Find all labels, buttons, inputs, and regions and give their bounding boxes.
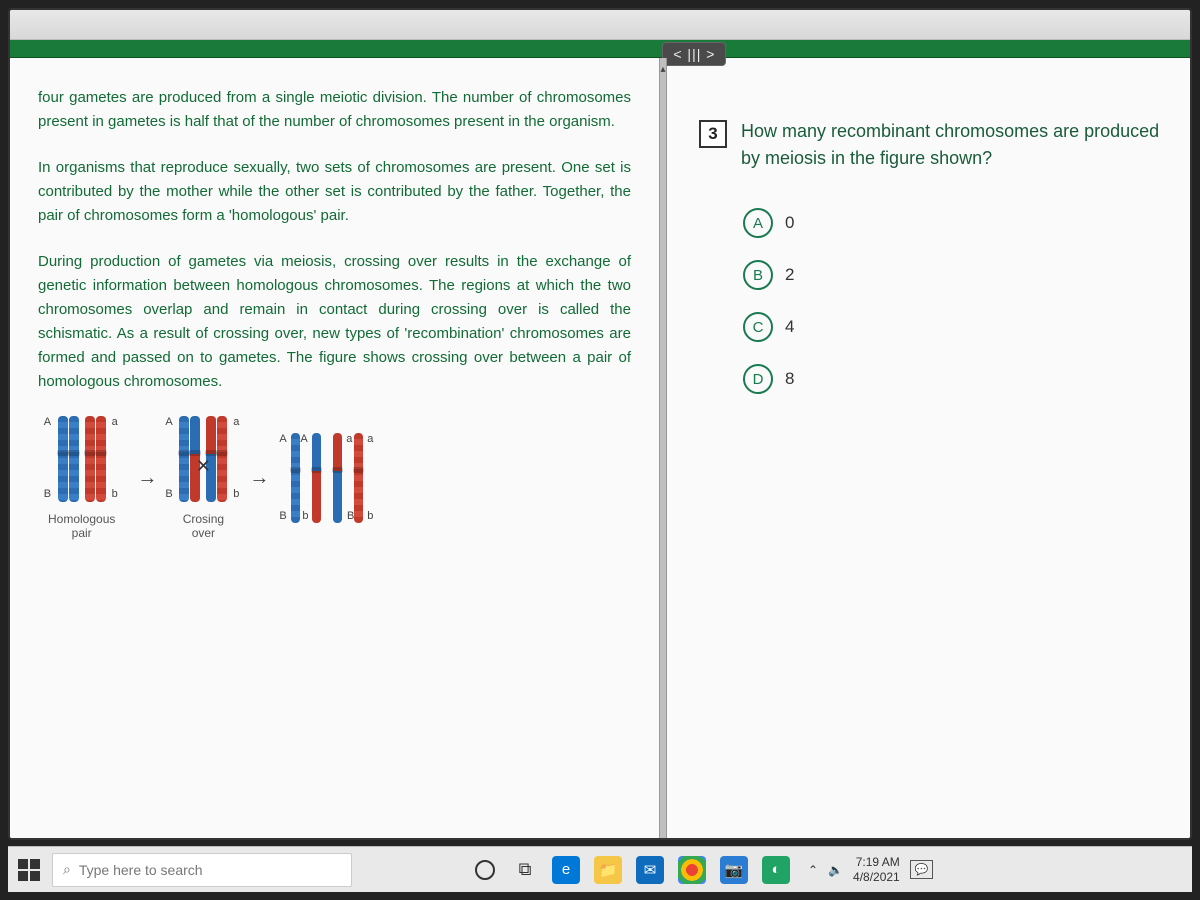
search-icon: ⌕: [63, 861, 71, 878]
app-icon[interactable]: ◐: [762, 856, 790, 884]
figure-stage-homologous: A B a b Homologouspair: [48, 416, 115, 541]
allele-label: A: [300, 431, 307, 449]
question-number-badge: 3: [699, 120, 727, 148]
file-explorer-icon[interactable]: 📁: [594, 856, 622, 884]
allele-label: B: [279, 508, 286, 526]
allele-label: a: [346, 431, 352, 449]
answer-option-b[interactable]: B 2: [743, 260, 1166, 290]
clock-time: 7:19 AM: [853, 855, 900, 869]
allele-label: a: [233, 414, 239, 432]
passage-paragraph: four gametes are produced from a single …: [38, 86, 631, 134]
tray-chevron-icon[interactable]: ⌃: [808, 863, 818, 877]
divider-arrow-icon: ▴: [660, 64, 665, 75]
pane-divider[interactable]: ▴: [659, 58, 667, 838]
passage-pane: four gametes are produced from a single …: [10, 58, 659, 838]
option-value: 8: [785, 369, 794, 389]
answer-options: A 0 B 2 C 4 D 8: [743, 208, 1166, 394]
answer-option-c[interactable]: C 4: [743, 312, 1166, 342]
option-value: 0: [785, 213, 794, 233]
option-value: 2: [785, 265, 794, 285]
option-letter: D: [743, 364, 773, 394]
figure-stage-crossing: A B a b ✕ Crosingover: [179, 416, 227, 541]
allele-label: a: [112, 414, 118, 432]
edge-icon[interactable]: e: [552, 856, 580, 884]
figure-stage-products: A B A b a B: [291, 433, 363, 523]
search-placeholder: Type here to search: [79, 862, 203, 878]
arrow-right-icon: →: [249, 462, 269, 494]
question-text: How many recombinant chromosomes are pro…: [741, 118, 1166, 172]
option-letter: C: [743, 312, 773, 342]
option-letter: A: [743, 208, 773, 238]
start-button[interactable]: [14, 855, 44, 885]
taskbar-search[interactable]: ⌕ Type here to search: [52, 853, 352, 887]
answer-option-a[interactable]: A 0: [743, 208, 1166, 238]
slide-nav-chip[interactable]: < ||| >: [662, 42, 726, 66]
arrow-right-icon: →: [137, 462, 157, 494]
allele-label: B: [44, 486, 51, 504]
allele-label: b: [367, 508, 373, 526]
allele-label: b: [233, 486, 239, 504]
task-view-icon[interactable]: ⧉: [512, 857, 538, 883]
allele-label: B: [165, 486, 172, 504]
passage-paragraph: During production of gametes via meiosis…: [38, 250, 631, 394]
window-titlebar: [10, 10, 1190, 40]
allele-label: A: [279, 431, 286, 449]
volume-icon[interactable]: 🔈: [828, 863, 843, 877]
windows-taskbar: ⌕ Type here to search ⧉ e 📁 ✉ 📷 ◐ ⌃ 🔈 7:…: [8, 846, 1192, 892]
option-value: 4: [785, 317, 794, 337]
camera-icon[interactable]: 📷: [720, 856, 748, 884]
allele-label: a: [367, 431, 373, 449]
question-pane: 3 How many recombinant chromosomes are p…: [667, 58, 1190, 838]
option-letter: B: [743, 260, 773, 290]
allele-label: B: [347, 508, 354, 526]
app-window: < ||| > ‹ four gametes are produced from…: [8, 8, 1192, 840]
mail-icon[interactable]: ✉: [636, 856, 664, 884]
chromosome-figure: A B a b Homologouspair →: [38, 416, 631, 541]
allele-label: A: [165, 414, 172, 432]
allele-label: b: [302, 508, 308, 526]
taskbar-clock[interactable]: 7:19 AM 4/8/2021: [853, 855, 900, 884]
allele-label: A: [44, 414, 51, 432]
system-tray: ⌃ 🔈 7:19 AM 4/8/2021 💬: [808, 855, 933, 884]
figure-caption: Homologouspair: [48, 512, 115, 541]
allele-label: b: [112, 486, 118, 504]
content-area: ‹ four gametes are produced from a singl…: [10, 58, 1190, 838]
cortana-icon[interactable]: [472, 857, 498, 883]
figure-caption: Crosingover: [179, 512, 227, 541]
passage-paragraph: In organisms that reproduce sexually, tw…: [38, 156, 631, 228]
notifications-icon[interactable]: 💬: [910, 860, 934, 879]
app-header-strip: [10, 40, 1190, 58]
chrome-icon[interactable]: [678, 856, 706, 884]
answer-option-d[interactable]: D 8: [743, 364, 1166, 394]
clock-date: 4/8/2021: [853, 870, 900, 884]
